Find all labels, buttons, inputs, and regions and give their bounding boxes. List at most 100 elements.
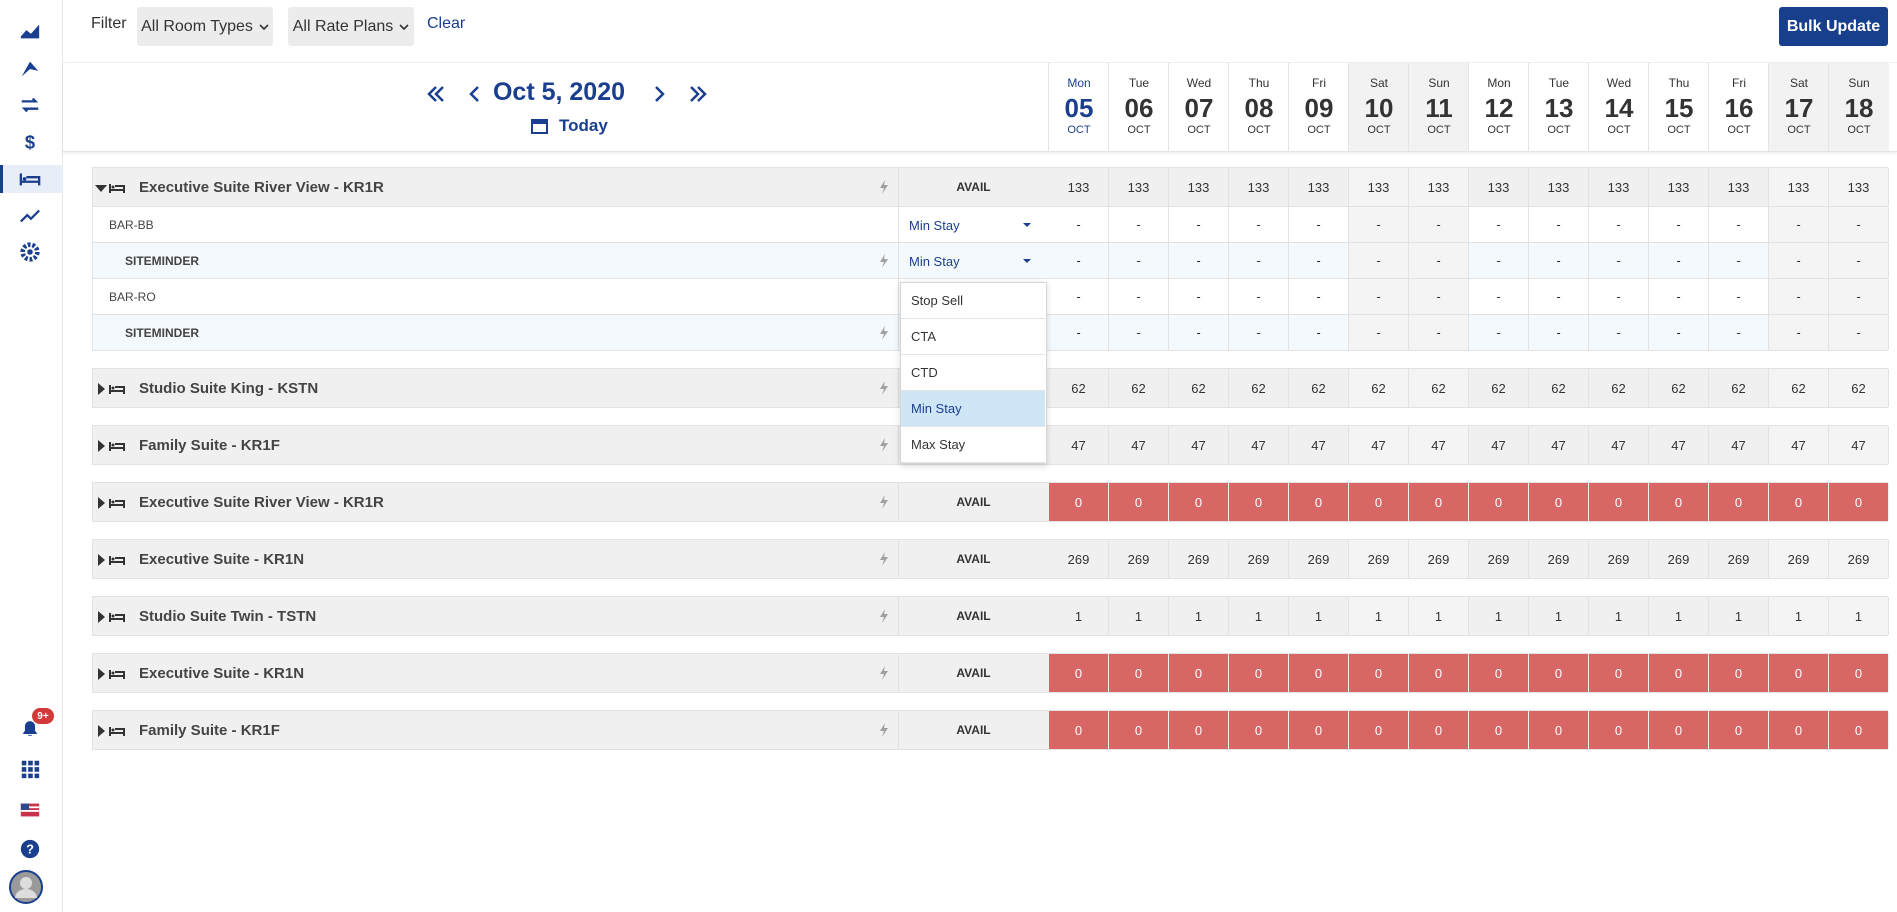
month: OCT	[1067, 124, 1091, 136]
cell: -	[1829, 279, 1889, 314]
expand-caret	[98, 440, 105, 452]
cell: -	[1289, 207, 1349, 242]
bell-icon[interactable]	[19, 717, 41, 739]
channel-row: SITEMINDER Min Stay - - - - - - - - - - - - - -	[92, 243, 1889, 279]
month: OCT	[1367, 124, 1391, 136]
day-of-week: Sat	[1789, 76, 1808, 90]
cell: -	[1529, 207, 1589, 242]
month: OCT	[1607, 124, 1631, 136]
room-name: Studio Suite King - KSTN	[139, 380, 319, 397]
cell: 62	[1469, 369, 1529, 407]
dropdown-option[interactable]: Min Stay	[901, 391, 1045, 427]
cell: 0	[1589, 711, 1649, 749]
bed-icon	[109, 556, 125, 565]
day-number: 15	[1664, 93, 1694, 123]
cell: -	[1649, 315, 1709, 350]
cell: 1	[1829, 597, 1889, 635]
cell: -	[1409, 315, 1469, 350]
cell: 0	[1409, 711, 1469, 749]
cell: -	[1109, 315, 1169, 350]
cell: 133	[1169, 168, 1229, 206]
dropdown-option[interactable]: Max Stay	[901, 427, 1045, 463]
transfer-icon[interactable]	[19, 94, 41, 116]
channel-icon	[880, 381, 888, 395]
cell: 133	[1409, 168, 1469, 206]
dashboard-icon[interactable]	[19, 20, 41, 42]
cell: -	[1229, 243, 1289, 278]
cell: 269	[1349, 540, 1409, 578]
channel-icon	[880, 326, 888, 340]
language-icon[interactable]	[19, 799, 41, 821]
cell: 0	[1649, 711, 1709, 749]
day-of-week: Wed	[1606, 76, 1632, 90]
day-number: 12	[1484, 93, 1514, 123]
cell: 0	[1769, 711, 1829, 749]
cell: 47	[1289, 426, 1349, 464]
month: OCT	[1307, 124, 1331, 136]
cell: 269	[1709, 540, 1769, 578]
day-number: 16	[1724, 93, 1754, 123]
room-name: Executive Suite - KR1N	[139, 551, 305, 568]
cell: -	[1829, 207, 1889, 242]
settings-icon[interactable]	[19, 241, 41, 263]
divider	[898, 426, 899, 464]
cell: 62	[1769, 369, 1829, 407]
reports-icon[interactable]	[19, 205, 41, 227]
day-number: 13	[1544, 93, 1574, 123]
divider	[898, 540, 899, 578]
cell: -	[1709, 279, 1769, 314]
help-icon[interactable]: ?	[19, 838, 41, 860]
room-type-filter[interactable]: All Room Types	[137, 7, 273, 46]
day-of-week: Wed	[1186, 76, 1212, 90]
cell: 0	[1469, 654, 1529, 692]
availability-label: AVAIL	[956, 666, 991, 680]
cell: 133	[1289, 168, 1349, 206]
cell: 269	[1649, 540, 1709, 578]
avatar[interactable]	[9, 870, 43, 904]
day-header: Thu 08 OCT	[1228, 63, 1289, 151]
bed-icon	[109, 385, 125, 394]
cell: 1	[1109, 597, 1169, 635]
cell: 0	[1109, 483, 1169, 521]
bulk-update-button[interactable]: Bulk Update	[1779, 7, 1888, 46]
promo-icon[interactable]	[19, 58, 41, 80]
dropdown-option[interactable]: CTD	[901, 355, 1045, 391]
cell: -	[1829, 315, 1889, 350]
cell: -	[1289, 243, 1349, 278]
cell: 0	[1709, 654, 1769, 692]
day-header: Sun 18 OCT	[1828, 63, 1889, 151]
cell: 133	[1769, 168, 1829, 206]
cell: -	[1649, 279, 1709, 314]
date-arrows[interactable]	[426, 84, 716, 104]
cell: 0	[1589, 654, 1649, 692]
divider	[898, 315, 899, 350]
divider	[898, 654, 899, 692]
rate-plan-filter[interactable]: All Rate Plans	[288, 7, 414, 46]
cell: 0	[1709, 711, 1769, 749]
apps-icon[interactable]	[19, 758, 41, 780]
rates-icon[interactable]: $	[19, 131, 41, 153]
cell: -	[1409, 279, 1469, 314]
cell: -	[1169, 207, 1229, 242]
day-number: 11	[1425, 93, 1453, 123]
inventory-icon[interactable]	[19, 168, 41, 190]
restriction-select[interactable]: Min Stay	[905, 247, 1041, 275]
today-button[interactable]: Today	[559, 116, 608, 135]
bed-icon	[109, 727, 125, 736]
cell: -	[1229, 279, 1289, 314]
cell: 62	[1709, 369, 1769, 407]
cell: -	[1649, 243, 1709, 278]
cell: 269	[1109, 540, 1169, 578]
cell: 269	[1289, 540, 1349, 578]
clear-filter[interactable]: Clear	[427, 15, 466, 32]
day-of-week: Thu	[1668, 76, 1690, 90]
cell: 133	[1229, 168, 1289, 206]
channel-name: SITEMINDER	[125, 254, 200, 268]
cell: 133	[1469, 168, 1529, 206]
restriction-select[interactable]: Min Stay	[905, 211, 1041, 239]
cell: 269	[1589, 540, 1649, 578]
room-name: Studio Suite Twin - TSTN	[139, 608, 317, 625]
dropdown-option[interactable]: CTA	[901, 319, 1045, 355]
channel-icon	[880, 180, 888, 194]
dropdown-option[interactable]: Stop Sell	[901, 283, 1045, 319]
